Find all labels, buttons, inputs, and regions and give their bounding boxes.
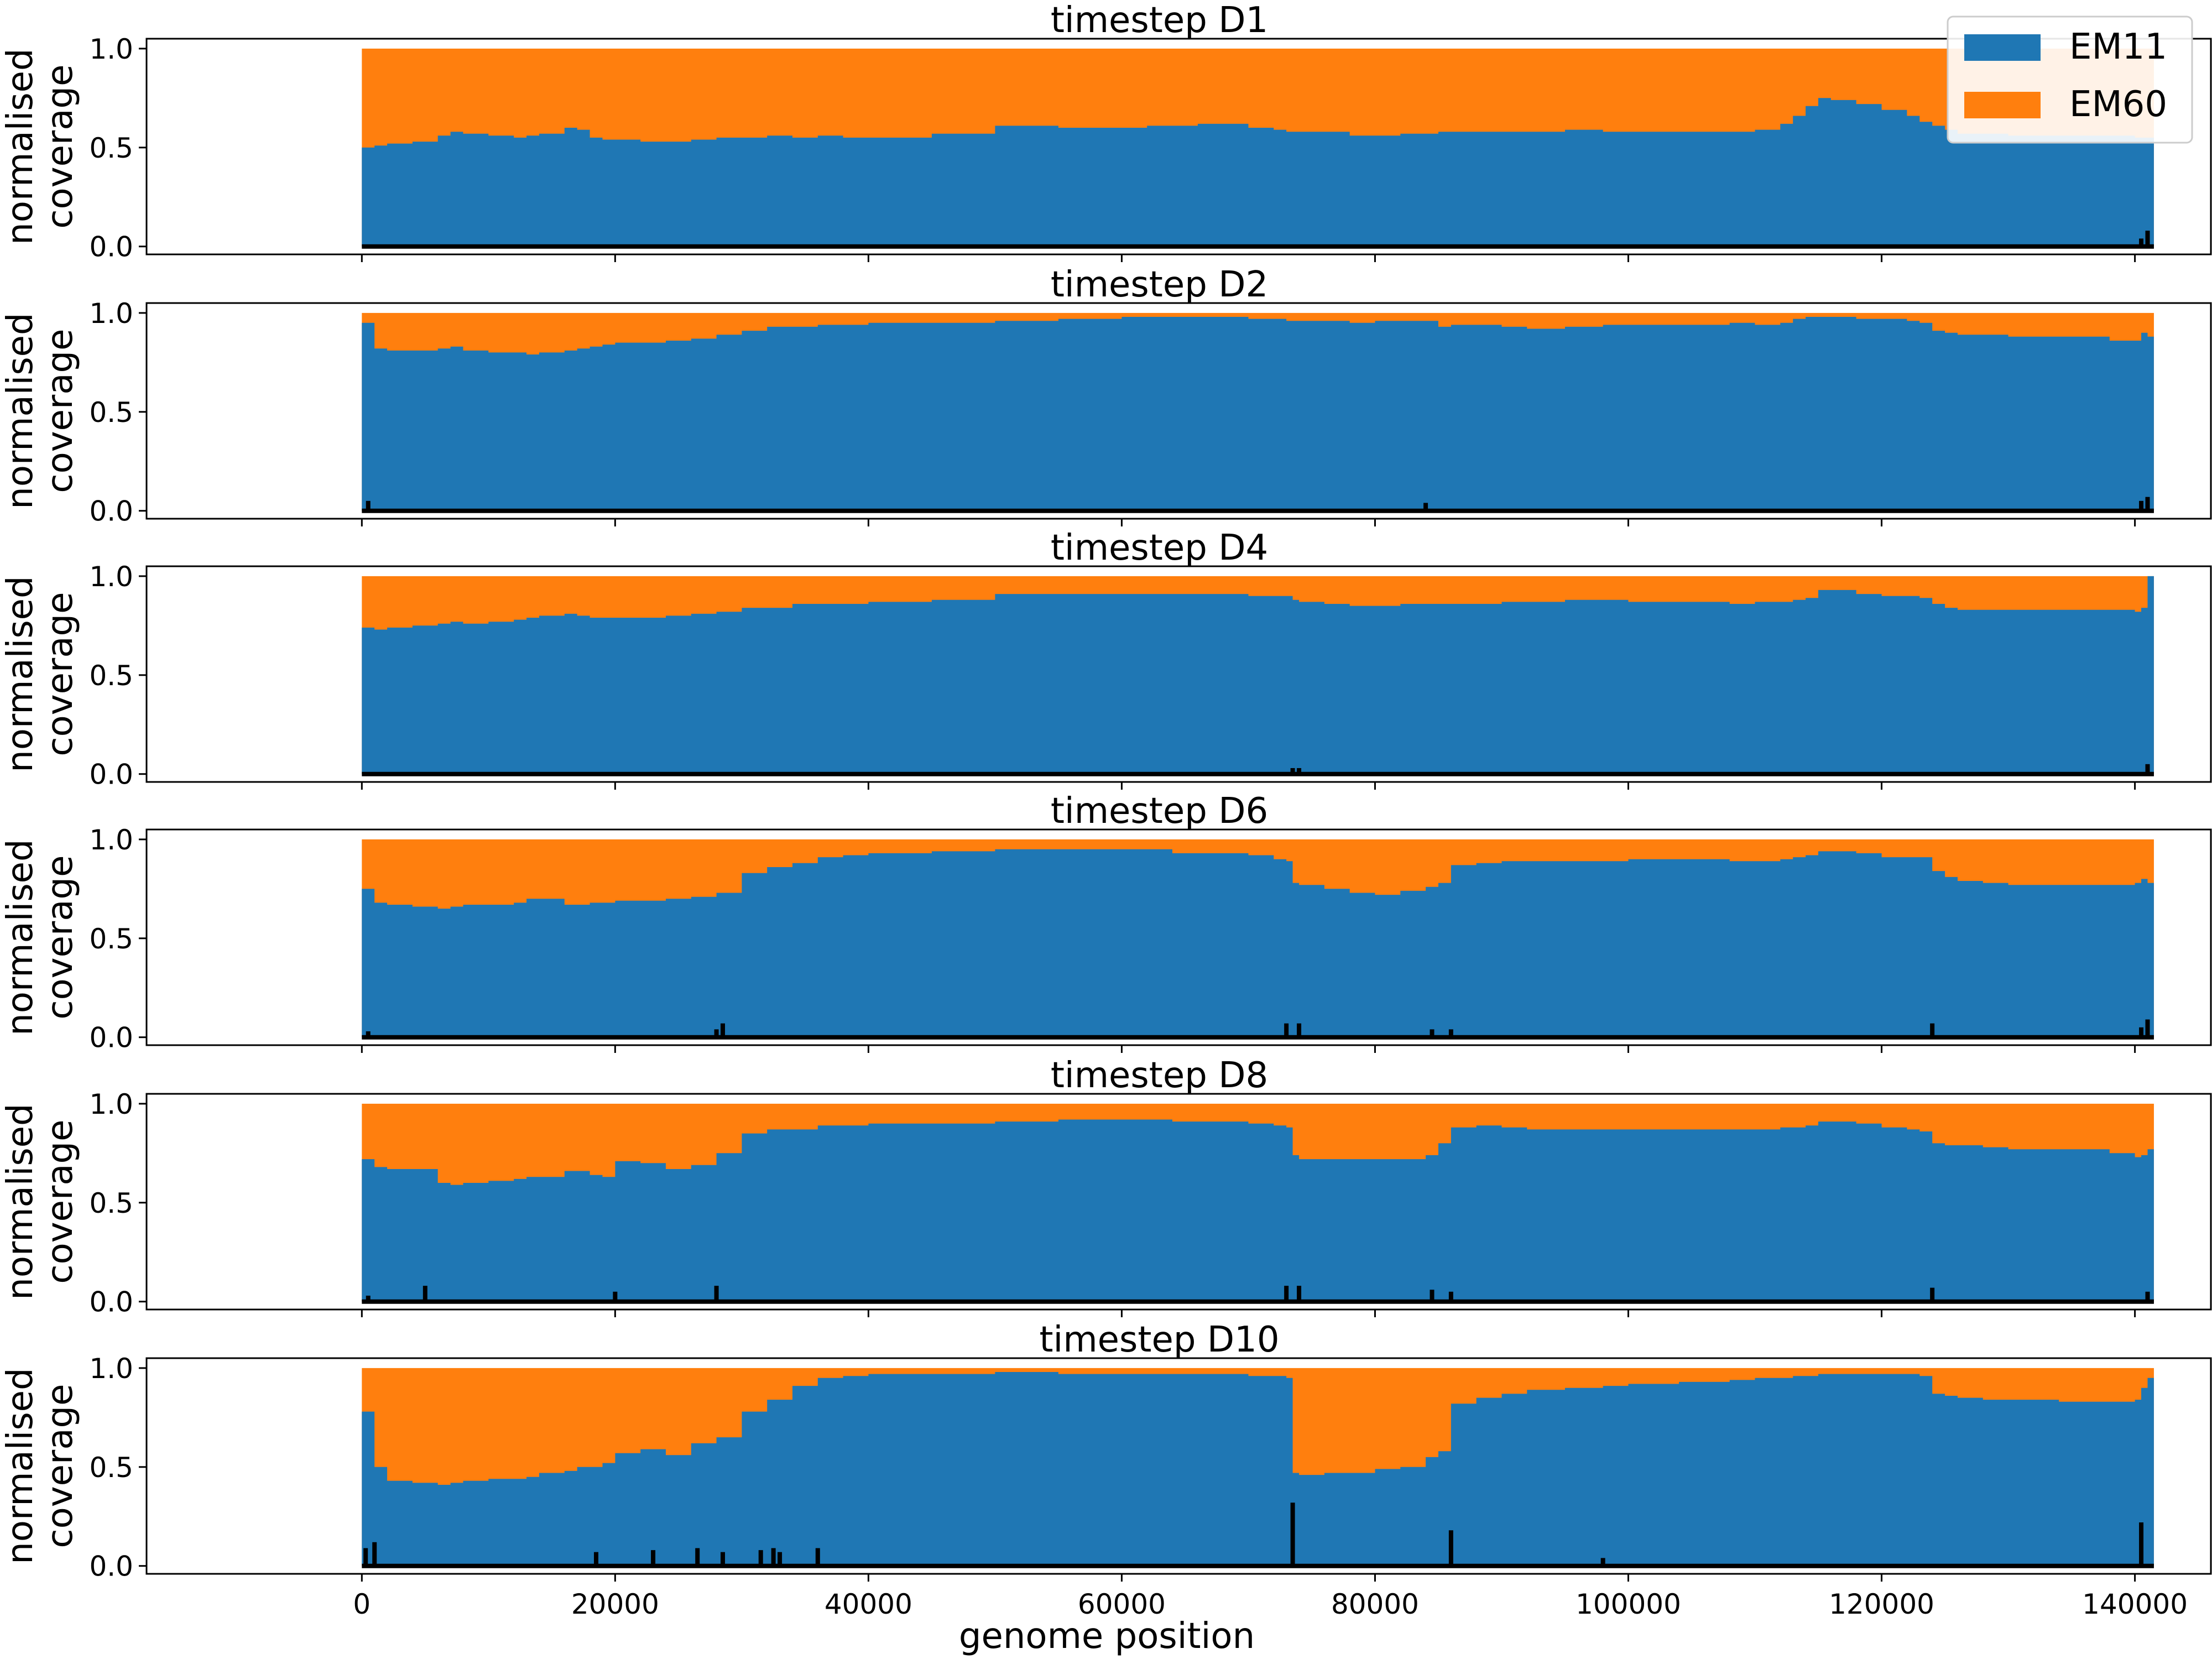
y-axis-label: normalised bbox=[0, 48, 41, 244]
x-tick-label: 140000 bbox=[2082, 1588, 2188, 1620]
y-tick-label: 0.0 bbox=[89, 1551, 133, 1583]
y-tick-label: 1.0 bbox=[89, 561, 133, 593]
em11-area bbox=[362, 849, 2154, 1037]
legend: EM11 EM60 bbox=[1947, 15, 2193, 144]
y-tick-label: 0.5 bbox=[89, 397, 133, 429]
y-axis-label: coverage bbox=[40, 1119, 81, 1284]
y-axis-label: normalised bbox=[0, 1368, 41, 1564]
em11-area bbox=[362, 576, 2154, 774]
y-axis-label: normalised bbox=[0, 312, 41, 509]
y-axis-label: coverage bbox=[40, 855, 81, 1019]
y-tick-label: 0.0 bbox=[89, 495, 133, 528]
em11-area bbox=[362, 317, 2154, 511]
panel-title: timestep D4 bbox=[1051, 528, 1268, 568]
x-tick-label: 20000 bbox=[571, 1588, 659, 1620]
em11-area bbox=[362, 1119, 2154, 1302]
x-tick-label: 100000 bbox=[1575, 1588, 1681, 1620]
legend-swatch bbox=[1964, 92, 2041, 118]
x-tick-label: 120000 bbox=[1829, 1588, 1934, 1620]
x-axis-label: genome position bbox=[959, 1616, 1255, 1657]
legend-label: EM11 bbox=[2069, 27, 2167, 67]
y-tick-label: 0.0 bbox=[89, 1286, 133, 1318]
panel-title: timestep D10 bbox=[1039, 1319, 1279, 1360]
y-tick-label: 0.0 bbox=[89, 1022, 133, 1054]
panel-title: timestep D1 bbox=[1051, 0, 1268, 41]
y-axis-label: coverage bbox=[40, 592, 81, 756]
y-tick-label: 1.0 bbox=[89, 1088, 133, 1120]
axes-frame bbox=[145, 302, 2212, 520]
y-tick-label: 1.0 bbox=[89, 824, 133, 856]
y-tick-label: 1.0 bbox=[89, 1353, 133, 1385]
panel-title: timestep D6 bbox=[1051, 791, 1268, 832]
y-axis-label: normalised bbox=[0, 576, 41, 772]
y-tick-label: 0.5 bbox=[89, 1452, 133, 1484]
em11-area bbox=[362, 98, 2154, 247]
y-axis-label: normalised bbox=[0, 839, 41, 1035]
panel-title: timestep D8 bbox=[1051, 1055, 1268, 1096]
y-axis-label: coverage bbox=[40, 1384, 81, 1548]
y-tick-label: 0.0 bbox=[89, 759, 133, 791]
y-tick-label: 0.5 bbox=[89, 132, 133, 164]
y-axis-label: normalised bbox=[0, 1103, 41, 1300]
y-tick-label: 0.0 bbox=[89, 231, 133, 263]
y-tick-label: 0.5 bbox=[89, 923, 133, 955]
y-tick-label: 0.5 bbox=[89, 1187, 133, 1219]
x-tick-label: 80000 bbox=[1331, 1588, 1419, 1620]
x-tick-label: 0 bbox=[353, 1588, 371, 1620]
axes-frame bbox=[145, 828, 2212, 1046]
axes-frame bbox=[145, 1357, 2212, 1575]
panel-title: timestep D2 bbox=[1051, 264, 1268, 305]
legend-label: EM60 bbox=[2069, 84, 2167, 125]
legend-swatch bbox=[1964, 34, 2041, 61]
y-tick-label: 1.0 bbox=[89, 298, 133, 330]
axes-frame bbox=[145, 38, 2212, 255]
em11-area bbox=[362, 1372, 2154, 1566]
y-tick-label: 1.0 bbox=[89, 33, 133, 65]
axes-frame bbox=[145, 1093, 2212, 1311]
y-axis-label: coverage bbox=[40, 64, 81, 228]
axes-frame bbox=[145, 565, 2212, 783]
x-tick-label: 40000 bbox=[825, 1588, 912, 1620]
x-tick-label: 60000 bbox=[1078, 1588, 1166, 1620]
y-tick-label: 0.5 bbox=[89, 660, 133, 692]
y-axis-label: coverage bbox=[40, 328, 81, 493]
